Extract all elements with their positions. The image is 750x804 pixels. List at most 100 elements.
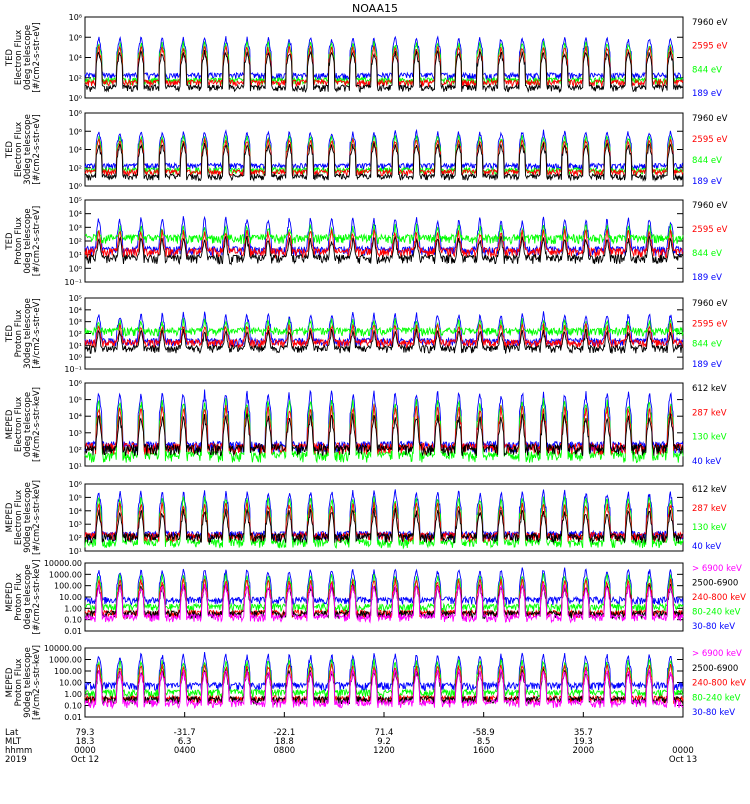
legend-entry: 130 keV	[692, 433, 727, 443]
y-tick-label: 1.00	[64, 604, 82, 613]
y-axis-label: Proton Flux	[14, 573, 24, 621]
legend-entry: 287 keV	[692, 504, 727, 514]
y-tick-label: 10²	[69, 330, 82, 339]
legend-entry: 612 keV	[692, 485, 727, 495]
series-trace	[84, 567, 684, 607]
legend-entry: > 6900 keV	[692, 564, 742, 574]
x-tick-label: 79.3	[76, 728, 95, 738]
y-tick-label: 10⁰	[69, 182, 82, 191]
legend-entry: 189 eV	[692, 360, 722, 370]
legend-entry: 844 eV	[692, 340, 722, 350]
y-axis-label: Electron Flux	[14, 30, 24, 85]
y-axis-label: 90deg telescope	[23, 647, 33, 718]
y-axis-label: TED	[5, 140, 15, 159]
y-tick-label: 0.10	[64, 702, 82, 711]
legend-entry: 30-80 keV	[692, 708, 735, 718]
y-tick-label: 10⁶	[69, 379, 82, 388]
series-trace	[84, 137, 684, 178]
legend-entry: 30-80 keV	[692, 622, 735, 632]
legend-entry: 2595 eV	[692, 135, 728, 145]
y-axis-label: TED	[5, 232, 15, 251]
legend-entry: 7960 eV	[692, 18, 728, 28]
series-trace	[84, 658, 684, 699]
y-tick-label: 0.01	[64, 713, 82, 722]
x-axis-row-label: Lat	[5, 728, 19, 738]
legend-entry: 2500-6900	[692, 664, 738, 674]
x-tick-label: Oct 12	[71, 755, 99, 765]
series-trace	[84, 35, 684, 82]
legend-entry: 844 eV	[692, 65, 722, 75]
y-axis-label: 0deg telescope	[23, 25, 33, 90]
series-trace	[84, 311, 684, 348]
y-axis-label: Electron Flux	[14, 490, 24, 545]
y-axis-label: 30deg telescope	[23, 114, 33, 185]
legend-entry: 2595 eV	[692, 225, 728, 235]
series-trace	[84, 663, 684, 705]
y-axis-label: Electron Flux	[14, 122, 24, 177]
y-tick-label: 10³	[69, 223, 82, 232]
y-tick-label: 10⁴	[69, 507, 82, 516]
legend-entry: 189 eV	[692, 177, 722, 187]
series-trace	[84, 397, 684, 464]
legend-entry: 130 keV	[692, 523, 727, 533]
y-tick-label: 1000.00	[49, 570, 82, 579]
y-tick-label: 10⁻¹	[64, 278, 82, 287]
y-tick-label: 10⁴	[69, 412, 82, 421]
x-tick-label: 19.3	[574, 737, 593, 747]
y-axis-label: 30deg telescope	[23, 298, 33, 369]
y-tick-label: 10⁵	[69, 196, 82, 205]
y-tick-label: 10⁸	[69, 109, 82, 118]
y-axis-label: MEPED	[5, 667, 15, 697]
panel-8: 0.01 0.10 1.00 10.00 100.00 1000.00 10000.00 ME…	[5, 644, 746, 722]
y-tick-label: 10⁴	[69, 54, 82, 63]
y-tick-label: 10⁸	[69, 13, 82, 22]
y-tick-label: 10¹	[69, 547, 82, 556]
y-tick-label: 10⁵	[69, 396, 82, 405]
y-axis-label: [#/cm2-s-str-eV]	[32, 22, 42, 92]
y-tick-label: 10³	[69, 429, 82, 438]
series-trace	[84, 582, 684, 624]
panel-3: 10⁻¹ 10⁰ 10¹ 10² 10³ 10⁴ 10⁵ TED Proton Flux 0deg…	[5, 196, 728, 287]
x-tick-label: 0800	[274, 746, 296, 756]
y-axis-label: [#/cm2-s-str-keV]	[32, 560, 42, 635]
y-axis-label: [#/cm2-s-str-eV]	[32, 114, 42, 184]
x-tick-label: 6.3	[178, 737, 192, 747]
y-tick-label: 10²	[69, 164, 82, 173]
x-tick-label: 71.4	[375, 728, 394, 738]
y-tick-label: 10⁴	[69, 210, 82, 219]
legend-entry: 2500-6900	[692, 579, 738, 589]
series-trace	[84, 223, 684, 245]
x-tick-label: 8.5	[477, 737, 491, 747]
y-tick-label: 10.00	[59, 593, 82, 602]
legend-entry: 189 eV	[692, 89, 722, 99]
y-tick-label: 10⁰	[69, 353, 82, 362]
y-axis-label: [#/cm2-s-str-keV]	[32, 480, 42, 555]
panel-5: 10¹ 10² 10³ 10⁴ 10⁵ 10⁶ MEPED Electron Flux 0deg…	[5, 379, 727, 471]
x-tick-label: 18.3	[76, 737, 95, 747]
x-tick-label: -31.7	[174, 728, 196, 738]
x-tick-label: 0000	[74, 746, 96, 756]
panel-frame	[84, 382, 684, 467]
y-axis-label: [#/cm2-s-str-keV]	[32, 645, 42, 720]
y-tick-label: 1000.00	[49, 656, 82, 665]
x-axis-row-label: 2019	[5, 755, 27, 765]
y-tick-label: 10¹	[69, 341, 82, 350]
y-tick-label: 10⁶	[69, 127, 82, 136]
y-tick-label: 10⁴	[69, 146, 82, 155]
series-trace	[84, 322, 684, 350]
y-tick-label: 10⁶	[69, 33, 82, 42]
x-tick-label: 1600	[473, 746, 495, 756]
panel-7: 0.01 0.10 1.00 10.00 100.00 1000.00 10000.00 ME…	[5, 559, 746, 636]
x-tick-label: 35.7	[574, 728, 593, 738]
legend-entry: 287 keV	[692, 408, 727, 418]
y-axis-label: TED	[5, 324, 15, 343]
legend-entry: 7960 eV	[692, 201, 728, 211]
y-axis-label: MEPED	[5, 582, 15, 612]
legend-entry: 7960 eV	[692, 114, 728, 124]
panel-frame	[84, 562, 684, 632]
series-trace	[84, 652, 684, 692]
series-trace	[84, 128, 684, 172]
legend-entry: 2595 eV	[692, 42, 728, 52]
series-trace	[84, 215, 684, 257]
